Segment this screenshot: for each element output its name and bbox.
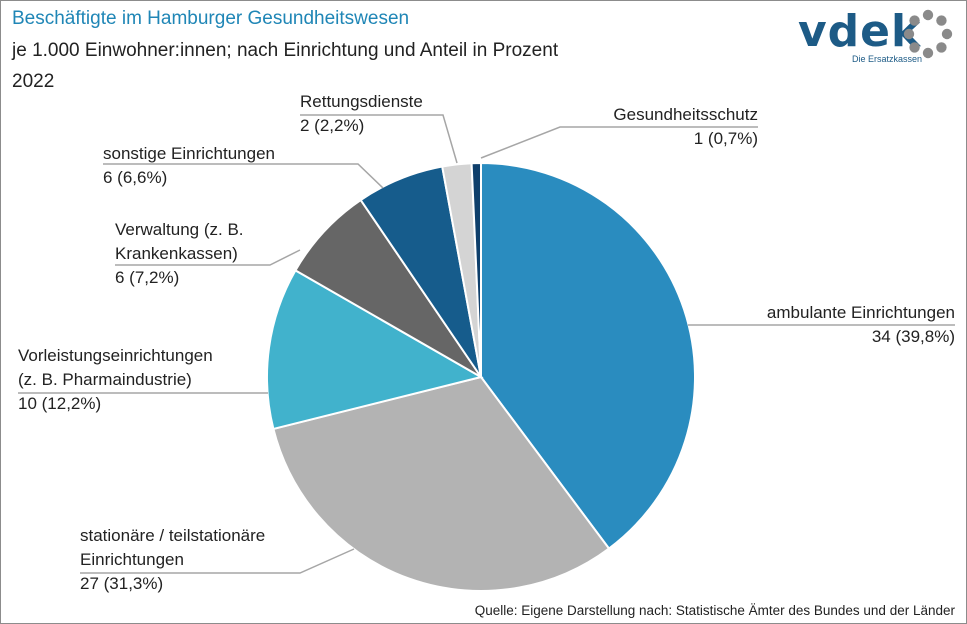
logo-dot bbox=[922, 47, 934, 59]
slice-label: 2 (2,2%) bbox=[300, 116, 364, 135]
pie-slice bbox=[480, 161, 696, 550]
leader-line bbox=[480, 126, 758, 159]
logo-ring-icon bbox=[903, 9, 953, 59]
slice-label: stationäre / teilstationäre bbox=[80, 526, 265, 545]
slice-label: sonstige Einrichtungen bbox=[103, 144, 275, 163]
logo-dot bbox=[909, 15, 920, 26]
leader-line bbox=[115, 249, 301, 266]
leader-line bbox=[80, 548, 355, 574]
label-leaders bbox=[18, 114, 955, 574]
slice-label: 34 (39,8%) bbox=[872, 327, 955, 346]
slice-label: Rettungsdienste bbox=[300, 92, 423, 111]
chart-title: Beschäftigte im Hamburger Gesundheitswes… bbox=[12, 8, 410, 29]
vdek-logo: vdek Die Ersatzkassen bbox=[796, 8, 961, 68]
logo-dot bbox=[936, 42, 947, 53]
slice-label: Vorleistungseinrichtungen bbox=[18, 346, 213, 365]
logo-dot bbox=[903, 28, 915, 40]
slice-label: (z. B. Pharmaindustrie) bbox=[18, 370, 192, 389]
slice-labels: ambulante Einrichtungen 34 (39,8%) station… bbox=[18, 92, 955, 593]
slice-label: Einrichtungen bbox=[80, 550, 184, 569]
pie-slice bbox=[470, 161, 482, 378]
logo-dot bbox=[922, 9, 934, 21]
logo-dot bbox=[936, 15, 947, 26]
chart-subtitle: je 1.000 Einwohner:innen; nach Einrichtu… bbox=[12, 40, 559, 61]
logo-dot bbox=[941, 28, 953, 40]
slice-label: 27 (31,3%) bbox=[80, 574, 163, 593]
leader-line bbox=[103, 163, 384, 189]
slice-label: Verwaltung (z. B. bbox=[115, 220, 244, 239]
leader-line bbox=[300, 114, 458, 164]
slice-label: 6 (6,6%) bbox=[103, 168, 167, 187]
source-note: Quelle: Eigene Darstellung nach: Statist… bbox=[474, 603, 955, 618]
logo-tagline: Die Ersatzkassen bbox=[852, 54, 923, 64]
slice-label: ambulante Einrichtungen bbox=[767, 303, 955, 322]
slice-label: 6 (7,2%) bbox=[115, 268, 179, 287]
slice-label: 1 (0,7%) bbox=[694, 129, 758, 148]
logo-dot bbox=[909, 42, 920, 53]
slice-label: 10 (12,2%) bbox=[18, 394, 101, 413]
logo-wordmark: vdek bbox=[798, 6, 922, 57]
slice-label: Gesundheitsschutz bbox=[613, 105, 758, 124]
chart-year: 2022 bbox=[12, 71, 55, 92]
pie-slices bbox=[266, 161, 696, 592]
slice-label: Krankenkassen) bbox=[115, 244, 238, 263]
pie-slice bbox=[266, 269, 484, 431]
pie-slice bbox=[272, 375, 611, 592]
